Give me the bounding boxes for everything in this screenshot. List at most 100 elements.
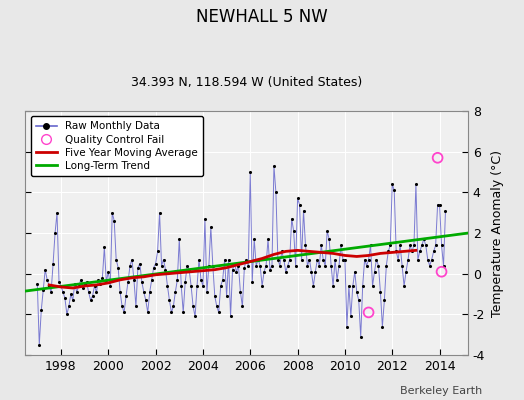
Point	[244, 262, 253, 269]
Point	[283, 262, 292, 269]
Point	[288, 216, 296, 222]
Point	[392, 248, 400, 254]
Point	[100, 244, 108, 250]
Point	[206, 224, 215, 230]
Point	[313, 256, 322, 263]
Point	[55, 279, 63, 285]
Point	[112, 256, 121, 263]
Point	[416, 248, 424, 254]
Point	[366, 242, 375, 248]
Point	[94, 277, 103, 283]
Point	[49, 260, 57, 267]
Point	[130, 277, 138, 283]
Point	[47, 289, 56, 295]
Point	[303, 262, 312, 269]
Point	[197, 277, 205, 283]
Point	[293, 195, 302, 202]
Point	[335, 262, 343, 269]
Point	[341, 256, 349, 263]
Point	[256, 262, 264, 269]
Point	[331, 256, 339, 263]
Text: NEWHALL 5 NW: NEWHALL 5 NW	[196, 8, 328, 26]
Point	[157, 262, 166, 269]
Point	[221, 256, 229, 263]
Point	[156, 210, 164, 216]
Point	[291, 262, 300, 269]
Point	[388, 181, 397, 188]
Point	[396, 242, 405, 248]
Point	[163, 283, 172, 289]
Point	[59, 289, 67, 295]
Point	[315, 262, 323, 269]
Point	[431, 242, 440, 248]
Point	[169, 303, 178, 310]
Point	[138, 279, 146, 285]
Point	[268, 262, 276, 269]
Point	[86, 297, 95, 304]
Point	[195, 256, 203, 263]
Point	[234, 262, 243, 269]
Point	[63, 311, 71, 318]
Point	[199, 283, 207, 289]
Point	[343, 324, 351, 330]
Point	[413, 256, 422, 263]
Point	[226, 313, 235, 320]
Point	[183, 262, 191, 269]
Point	[84, 289, 93, 295]
Y-axis label: Temperature Anomaly (°C): Temperature Anomaly (°C)	[491, 150, 504, 316]
Point	[361, 256, 369, 263]
Point	[79, 285, 87, 291]
Point	[159, 256, 168, 263]
Point	[141, 297, 150, 304]
Point	[120, 309, 128, 316]
Point	[122, 293, 130, 299]
Point	[355, 297, 363, 304]
Point	[254, 256, 263, 263]
Point	[165, 297, 173, 304]
Point	[209, 262, 217, 269]
Point	[433, 154, 442, 161]
Point	[368, 283, 377, 289]
Point	[412, 181, 420, 188]
Point	[281, 268, 290, 275]
Point	[53, 210, 61, 216]
Point	[219, 277, 227, 283]
Point	[309, 283, 318, 289]
Point	[433, 201, 442, 208]
Point	[278, 248, 286, 254]
Point	[187, 283, 195, 289]
Point	[438, 268, 446, 275]
Point	[37, 307, 46, 314]
Point	[214, 309, 223, 316]
Point	[35, 342, 43, 348]
Point	[43, 277, 51, 283]
Point	[420, 236, 428, 242]
Point	[364, 309, 373, 316]
Point	[408, 248, 416, 254]
Point	[311, 268, 320, 275]
Point	[299, 208, 308, 214]
Point	[82, 279, 91, 285]
Point	[146, 289, 154, 295]
Point	[203, 289, 211, 295]
Point	[240, 264, 248, 271]
Point	[402, 268, 410, 275]
Point	[96, 281, 105, 287]
Point	[372, 256, 380, 263]
Point	[242, 256, 250, 263]
Point	[236, 289, 245, 295]
Point	[384, 248, 392, 254]
Point	[260, 268, 268, 275]
Point	[264, 236, 272, 242]
Point	[439, 262, 447, 269]
Point	[339, 256, 347, 263]
Point	[67, 291, 75, 297]
Point	[124, 279, 132, 285]
Point	[41, 266, 49, 273]
Point	[216, 283, 225, 289]
Point	[274, 256, 282, 263]
Point	[136, 260, 144, 267]
Point	[177, 283, 185, 289]
Point	[272, 189, 280, 196]
Point	[390, 187, 398, 194]
